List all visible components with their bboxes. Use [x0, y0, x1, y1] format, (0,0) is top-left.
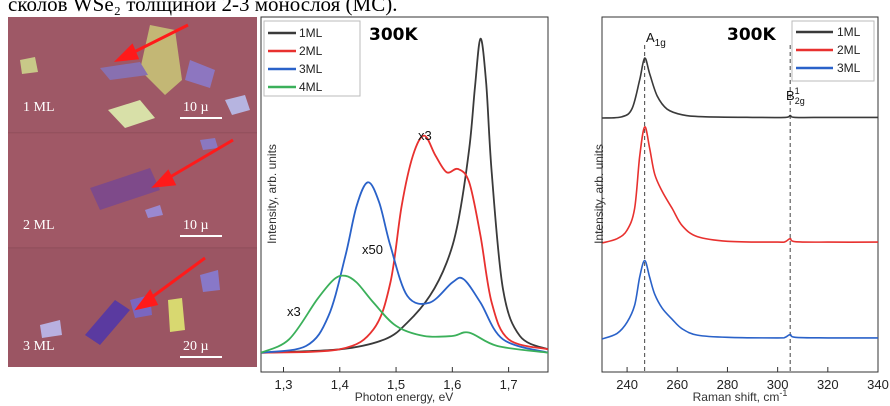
raman-series-line-3ml — [602, 259, 878, 340]
pl-x-tick-label: 1,6 — [443, 377, 461, 392]
pl-x-axis-label: Photon energy, eV — [355, 390, 454, 404]
raman-x-axis-label-exp: -1 — [779, 388, 787, 398]
pl-x-tick-label: 1,4 — [331, 377, 349, 392]
pl-series-line-2ml — [261, 134, 548, 354]
arrow-head — [134, 289, 159, 311]
raman-annotation-b2g-sup: 1 — [795, 86, 800, 96]
arrow-line — [164, 138, 234, 182]
micrograph-panel: 1 ML 10 µ 2 ML 10 µ 3 ML 20 µ — [8, 17, 257, 367]
raman-temperature-label: 300K — [727, 25, 776, 45]
pl-annotation-2ml: x3 — [418, 128, 432, 143]
raman-x-tick-label: 300 — [767, 377, 789, 392]
raman-x-axis-label: Raman shift, cm-1 — [693, 388, 788, 404]
raman-chart: 240 260 280 300 320 340 300K A1g B1 2g 1ML 2ML 3… — [592, 16, 889, 404]
raman-series-line-1ml — [602, 57, 878, 119]
arrow-group — [113, 23, 234, 311]
raman-annotation-a1g-main: A — [646, 30, 655, 45]
layer-label-2ml: 2 ML — [23, 218, 55, 233]
raman-x-tick-label: 280 — [717, 377, 739, 392]
flake — [108, 100, 155, 128]
pl-series-line-1ml — [261, 37, 548, 354]
raman-annotation-b2g-main: B — [786, 88, 795, 103]
arrow-line — [127, 23, 189, 57]
pl-chart: 1,3 1,4 1,5 1,6 1,7 300K x3 x50 x3 1ML 2ML 3ML… — [260, 16, 549, 404]
header-text: сколов WSe₂ толщиной 2-3 монослоя (МС). — [8, 0, 398, 16]
raman-x-tick-label: 240 — [616, 377, 638, 392]
pl-legend-label-1ml: 1ML — [299, 26, 323, 40]
pl-legend: 1ML 2ML 3ML 4ML — [263, 20, 361, 97]
pl-curves — [261, 37, 548, 354]
pl-x-tick-label: 1,7 — [500, 377, 518, 392]
flake — [168, 298, 185, 332]
arrow-head — [151, 169, 177, 188]
raman-ticks: 240 260 280 300 320 340 — [616, 367, 889, 392]
scale-label-2ml: 10 µ — [183, 218, 209, 233]
layer-label-1ml: 1 ML — [23, 100, 55, 115]
pl-ticks: 1,3 1,4 1,5 1,6 1,7 — [274, 367, 518, 392]
raman-legend-label-2ml: 2ML — [837, 43, 861, 57]
raman-x-axis-label-main: Raman shift, cm — [693, 390, 780, 404]
raman-annotation-b2g: B1 2g — [786, 86, 805, 106]
flake — [90, 168, 160, 210]
layer-label-3ml: 3 ML — [23, 339, 55, 354]
pl-y-axis-label: Intensity, arb. units — [265, 144, 279, 244]
flake — [20, 57, 38, 74]
flake — [145, 205, 163, 218]
flake — [185, 60, 215, 88]
raman-annotation-a1g-sub: 1g — [655, 38, 666, 49]
raman-reference-lines — [644, 45, 791, 372]
pl-series-line-3ml — [261, 181, 548, 354]
flake — [200, 138, 218, 150]
pl-annotation-3ml: x50 — [362, 242, 383, 257]
pl-legend-label-4ml: 4ML — [299, 80, 323, 94]
flake — [40, 320, 62, 338]
pl-legend-label-2ml: 2ML — [299, 44, 323, 58]
raman-y-axis-label: Intensity, arb. units — [592, 144, 606, 244]
raman-series-line-2ml — [602, 126, 878, 244]
flake — [85, 300, 130, 345]
raman-curves — [602, 57, 878, 340]
flake — [200, 270, 220, 292]
pl-x-tick-label: 1,3 — [274, 377, 292, 392]
pl-series-line-4ml — [261, 274, 548, 354]
pl-x-tick-label: 1,5 — [387, 377, 405, 392]
scale-label-3ml: 20 µ — [183, 339, 209, 354]
arrow-line — [147, 256, 206, 302]
raman-x-tick-label: 260 — [666, 377, 688, 392]
flake — [225, 95, 250, 115]
raman-annotation-b2g-sub: 2g — [795, 96, 805, 106]
raman-legend: 1ML 2ML 3ML — [791, 20, 875, 82]
raman-legend-label-1ml: 1ML — [837, 25, 861, 39]
raman-legend-label-3ml: 3ML — [837, 61, 861, 75]
flake — [100, 62, 148, 80]
pl-temperature-label: 300K — [369, 25, 418, 45]
raman-x-tick-label: 320 — [817, 377, 839, 392]
pl-annotation-4ml: x3 — [287, 304, 301, 319]
raman-annotation-a1g: A1g — [646, 30, 666, 49]
scale-label-1ml: 10 µ — [183, 100, 209, 115]
pl-legend-label-3ml: 3ML — [299, 62, 323, 76]
arrow-head — [113, 43, 140, 62]
raman-x-tick-label: 340 — [867, 377, 889, 392]
